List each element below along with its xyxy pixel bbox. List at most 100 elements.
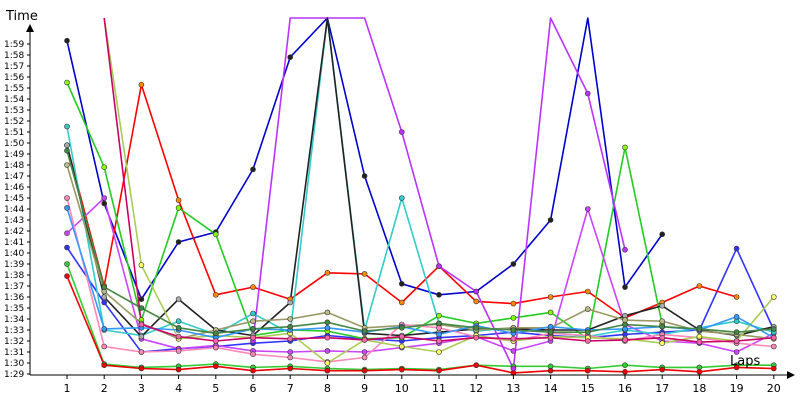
data-point	[64, 273, 70, 279]
series-markers	[64, 37, 777, 376]
data-point	[287, 323, 294, 330]
data-point	[733, 294, 740, 300]
data-point	[622, 337, 628, 343]
data-point	[138, 349, 145, 355]
data-point	[733, 245, 740, 252]
data-point	[64, 79, 70, 86]
data-point	[622, 246, 628, 253]
data-point	[64, 195, 70, 201]
y-tick-label: 1:49	[4, 150, 24, 160]
data-point	[398, 324, 405, 331]
data-point	[175, 333, 182, 340]
data-point	[733, 349, 740, 355]
data-point	[324, 348, 331, 354]
y-tick-label: 1:32	[4, 337, 24, 347]
data-point	[473, 298, 480, 305]
data-point	[175, 366, 182, 373]
data-point	[250, 310, 256, 317]
x-tick-label: 18	[692, 382, 706, 395]
data-point	[473, 324, 480, 331]
data-point	[547, 329, 554, 336]
y-tick-label: 1:29	[4, 370, 24, 380]
data-point	[398, 299, 405, 306]
y-tick-label: 1:46	[4, 183, 24, 193]
data-point	[696, 283, 703, 289]
data-point	[287, 349, 294, 355]
data-point	[138, 305, 145, 311]
data-point	[398, 280, 405, 287]
series-line-6	[66, 82, 663, 340]
data-point	[213, 291, 219, 298]
data-point	[584, 329, 591, 336]
x-tick-label: 11	[432, 382, 446, 395]
data-point	[64, 162, 70, 168]
data-point	[287, 316, 294, 322]
y-tick-label: 1:42	[4, 227, 24, 237]
data-point	[770, 343, 777, 350]
axes: 1:291:301:311:321:331:341:351:361:371:38…	[4, 9, 795, 395]
x-tick-label: 3	[138, 382, 145, 395]
data-point	[101, 294, 107, 300]
y-tick-label: 1:39	[4, 260, 24, 270]
x-tick-label: 17	[655, 382, 669, 395]
y-tick-label: 1:43	[4, 216, 24, 226]
data-point	[733, 313, 740, 320]
y-tick-label: 1:58	[4, 51, 24, 61]
x-tick-label: 9	[361, 382, 368, 395]
data-point	[436, 263, 442, 270]
data-point	[770, 326, 777, 332]
x-tick-label: 19	[730, 382, 744, 395]
data-point	[324, 334, 331, 341]
series-line-14	[66, 207, 775, 339]
data-point	[547, 367, 554, 374]
data-point	[213, 338, 219, 344]
data-point	[659, 366, 666, 373]
data-point	[64, 205, 70, 211]
data-point	[101, 326, 107, 332]
data-point	[250, 326, 256, 332]
data-point	[213, 344, 219, 351]
y-tick-label: 1:45	[4, 194, 24, 204]
y-tick-label: 1:31	[4, 348, 24, 358]
data-point	[659, 340, 666, 347]
data-point	[696, 339, 703, 345]
data-point	[101, 164, 107, 170]
data-point	[436, 320, 442, 327]
data-point	[584, 338, 591, 344]
data-point	[436, 349, 442, 355]
series-lines	[66, 17, 775, 374]
data-point	[361, 328, 368, 334]
data-point	[510, 261, 517, 267]
series-line-13	[103, 17, 775, 364]
x-tick-label: 5	[212, 382, 219, 395]
y-axis-title: Time	[5, 9, 38, 24]
data-point	[138, 321, 145, 328]
data-point	[436, 367, 442, 374]
y-tick-label: 1:38	[4, 271, 24, 281]
y-tick-label: 1:40	[4, 249, 24, 259]
data-point	[622, 362, 628, 369]
data-point	[101, 362, 107, 369]
y-tick-label: 1:59	[4, 40, 24, 50]
data-point	[324, 319, 331, 326]
data-point	[398, 195, 405, 201]
data-point	[473, 288, 480, 295]
data-point	[622, 284, 628, 290]
series-line-9	[66, 17, 775, 338]
data-point	[250, 334, 256, 341]
data-point	[770, 294, 777, 300]
data-point	[547, 294, 554, 300]
data-point	[398, 366, 405, 373]
data-point	[696, 368, 703, 375]
series-line-15	[66, 150, 774, 335]
y-tick-label: 1:35	[4, 304, 24, 314]
data-point	[547, 334, 554, 341]
data-point	[436, 338, 442, 344]
data-point	[547, 309, 554, 316]
data-point	[138, 365, 145, 372]
data-point	[361, 271, 368, 277]
y-tick-label: 1:41	[4, 238, 24, 248]
data-point	[324, 324, 331, 331]
y-tick-label: 1:56	[4, 73, 24, 83]
data-point	[361, 349, 368, 355]
